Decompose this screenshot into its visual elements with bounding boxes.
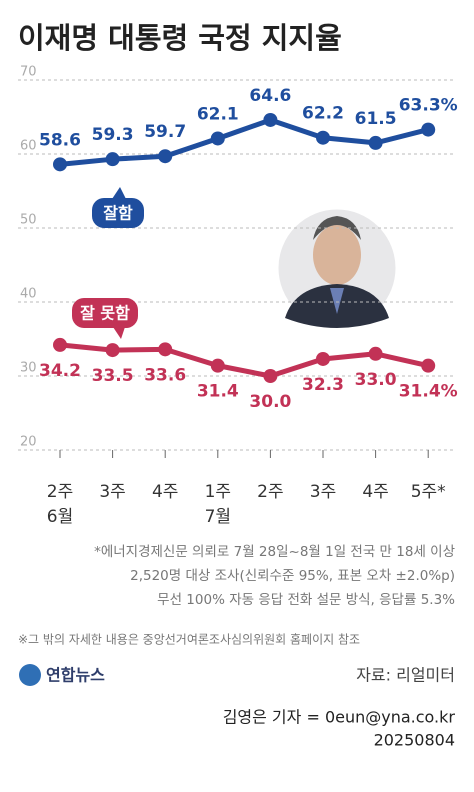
logo: 연합뉴스 [46, 666, 105, 685]
x-tick-label: 2주 [47, 482, 73, 502]
legend-pill [92, 198, 144, 228]
value-label: 31.4 [197, 382, 239, 402]
value-label: 31.4% [399, 382, 458, 402]
x-tick-label: 5주* [411, 482, 446, 502]
point [368, 346, 383, 361]
point [316, 351, 330, 366]
value-label: 32.3 [302, 375, 344, 395]
point [158, 149, 173, 164]
point [316, 130, 330, 145]
point [210, 358, 225, 373]
y-tick-label: 30 [20, 361, 37, 376]
point [421, 358, 436, 373]
point [105, 343, 120, 358]
x-tick-label: 4주 [362, 482, 388, 502]
value-label: 33.0 [355, 370, 397, 390]
value-label: 58.6 [39, 130, 81, 150]
series-line [59, 342, 429, 379]
y-tick-label: 50 [20, 213, 37, 228]
source: 자료: 리얼미터 [356, 666, 455, 685]
value-label: 34.2 [39, 361, 81, 381]
legend-label: 잘 못함 [80, 304, 130, 323]
reference: ※그 밖의 자세한 내용은 중앙선거여론조사심의위원회 홈페이지 참조 [18, 633, 360, 647]
point [368, 135, 383, 150]
value-label: 30.0 [249, 392, 291, 412]
x-tick-label: 2주 [257, 482, 283, 502]
legend-pointer [112, 187, 126, 199]
note: 2,520명 대상 조사(신뢰수준 95%, 표본 오차 ±2.0%p) [130, 568, 455, 584]
y-tick-label: 20 [20, 435, 37, 450]
point [263, 112, 278, 127]
point [53, 337, 67, 352]
note: *에너지경제신문 의뢰로 7월 28일~8월 1일 전국 만 18세 이상 [94, 544, 455, 560]
value-label: 59.7 [144, 122, 186, 142]
logo-mark [19, 664, 41, 686]
point [158, 342, 173, 357]
date: 20250804 [374, 731, 455, 750]
value-label: 63.3% [399, 96, 458, 116]
x-tick-label: 3주 [99, 482, 125, 502]
x-tick-label: 1주 [205, 482, 231, 502]
point [105, 152, 120, 167]
legend-pointer [113, 327, 125, 339]
value-label: 33.5 [92, 366, 134, 386]
x-tick-label: 4주 [152, 482, 178, 502]
legend-pill [72, 298, 138, 328]
series-line [59, 117, 429, 167]
y-tick-label: 60 [20, 139, 37, 154]
point [421, 122, 436, 137]
y-tick-label: 70 [20, 65, 37, 80]
point [53, 157, 67, 172]
value-label: 64.6 [249, 86, 291, 106]
photo [275, 206, 399, 330]
value-label: 61.5 [355, 109, 397, 129]
x-tick-sublabel: 7월 [205, 507, 231, 527]
point [263, 369, 278, 383]
point [210, 131, 225, 146]
value-label: 59.3 [92, 125, 134, 145]
byline: 김영은 기자 = 0eun@yna.co.kr [223, 708, 456, 727]
x-tick-sublabel: 6월 [47, 507, 73, 527]
x-tick-label: 3주 [310, 482, 336, 502]
value-label: 62.2 [302, 104, 344, 124]
note: 무선 100% 자동 응답 전화 설문 방식, 응답률 5.3% [157, 592, 455, 608]
legend-label: 잘함 [103, 204, 133, 223]
chart-title: 이재명 대통령 국정 지지율 [18, 21, 342, 55]
value-label: 33.6 [144, 365, 186, 385]
value-label: 62.1 [197, 104, 239, 124]
y-tick-label: 40 [20, 287, 37, 302]
